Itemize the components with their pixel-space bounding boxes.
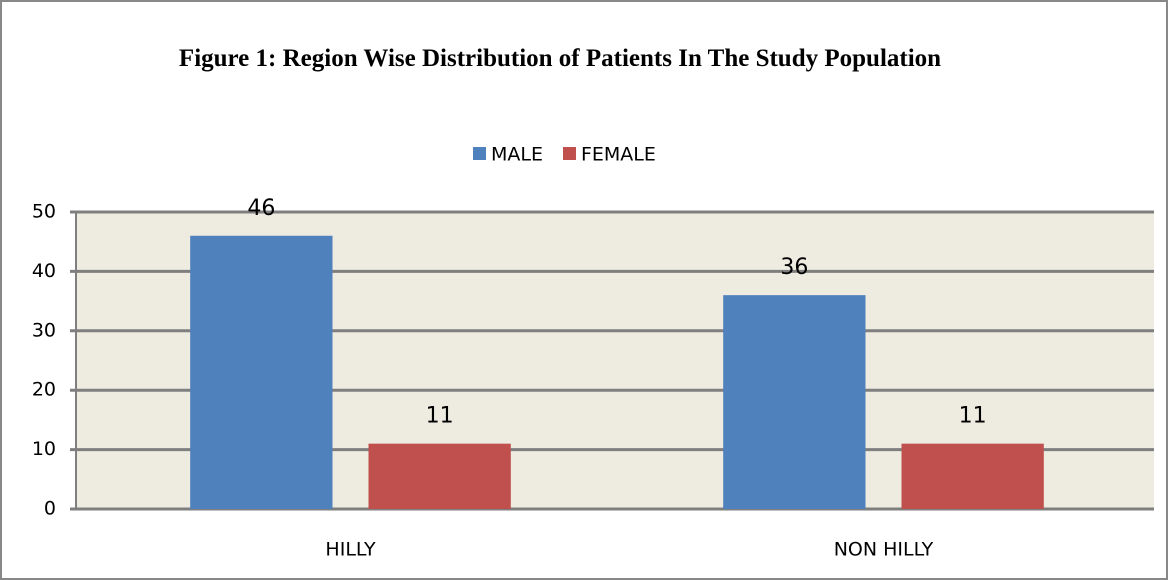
legend-label: FEMALE — [581, 144, 656, 166]
legend-swatch — [562, 147, 576, 160]
x-tick-label: NON HILLY — [834, 539, 934, 561]
y-tick-label: 30 — [32, 319, 56, 341]
y-tick-label: 0 — [44, 498, 56, 520]
data-label: 11 — [426, 404, 454, 429]
legend-label: MALE — [491, 144, 543, 166]
y-tick-label: 10 — [32, 438, 56, 460]
chart-title: Figure 1: Region Wise Distribution of Pa… — [178, 45, 942, 72]
x-tick-label: HILLY — [325, 539, 376, 561]
bar — [368, 443, 511, 509]
bar — [190, 235, 333, 509]
bar — [901, 443, 1044, 509]
y-tick-label: 20 — [32, 379, 56, 401]
data-label: 36 — [780, 255, 808, 280]
data-label: 46 — [247, 196, 275, 221]
y-tick-label: 40 — [32, 260, 56, 282]
y-tick-label: 50 — [32, 201, 56, 223]
legend-swatch — [473, 147, 486, 160]
data-label: 11 — [959, 404, 987, 429]
bar — [723, 295, 866, 509]
